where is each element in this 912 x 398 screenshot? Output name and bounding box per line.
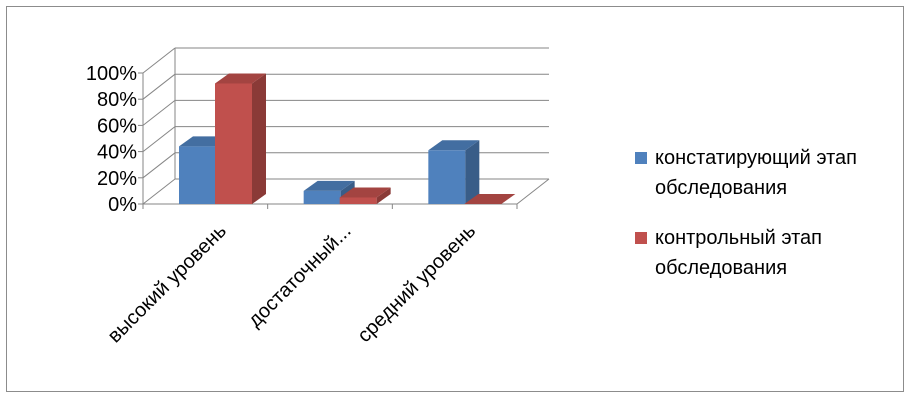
y-tick-label: 0% [108, 194, 137, 216]
bar-top [215, 73, 266, 84]
legend: констатирующий этап обследования контрол… [633, 143, 912, 303]
bar [215, 73, 266, 204]
plot-area: 0% 20% 40% 60% 80% 100% высокий уровень достато… [86, 47, 550, 347]
bar-front [428, 150, 466, 204]
bar-top [339, 187, 391, 198]
x-tick-label: достаточный... [244, 220, 356, 332]
bar-front [179, 146, 216, 204]
bar-top [464, 194, 516, 204]
bar-front [339, 197, 377, 204]
y-tick-label: 40% [97, 142, 137, 164]
legend-swatch-series-1 [635, 152, 647, 164]
bar [428, 140, 480, 204]
y-tick-label: 60% [97, 115, 137, 137]
bar-front [303, 190, 341, 204]
bar-front [215, 83, 252, 204]
gridline-side [142, 73, 176, 100]
y-tick-label: 20% [97, 168, 137, 190]
axis-labels: 0% 20% 40% 60% 80% 100% высокий уровень достато… [86, 63, 480, 347]
bar-top [428, 140, 480, 151]
y-tick-label: 100% [86, 63, 137, 85]
legend-item-series-1: констатирующий этап обследования [633, 143, 912, 203]
bar-side [252, 73, 266, 204]
x-tick-label: средний уровень [353, 220, 480, 347]
chart-area: 0% 20% 40% 60% 80% 100% высокий уровень достато… [6, 6, 904, 392]
bar [339, 187, 391, 204]
bar [464, 194, 516, 204]
legend-label-series-2: контрольный этап обследования [655, 227, 823, 279]
x-tick-label: высокий уровень [104, 220, 231, 347]
legend-item-series-2: контрольный этап обследования [633, 223, 912, 283]
bars [179, 73, 516, 204]
floor-edge [516, 178, 550, 205]
gridline-side [142, 178, 176, 205]
legend-label-series-1: констатирующий этап обследования [655, 147, 858, 199]
legend-swatch-series-2 [635, 232, 647, 244]
bar-side [465, 140, 480, 204]
gridline-side [142, 126, 176, 152]
gridline-side [142, 152, 176, 179]
bar-top [303, 180, 355, 191]
gridline-side [142, 47, 176, 74]
gridline-side [142, 100, 176, 126]
bar-side [376, 187, 391, 204]
y-tick-label: 80% [97, 89, 137, 111]
